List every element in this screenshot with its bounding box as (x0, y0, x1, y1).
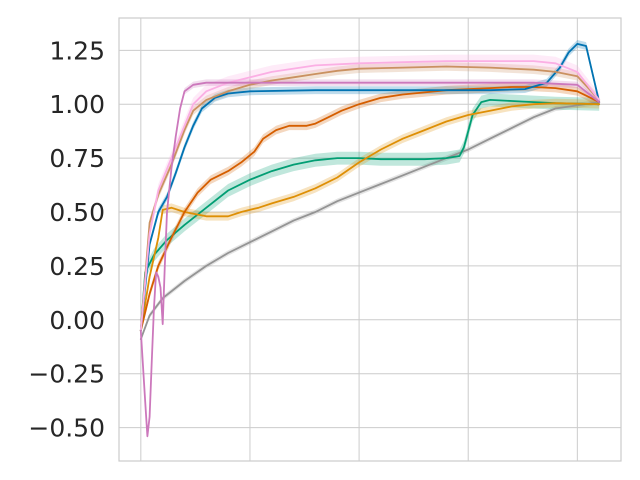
confidence-bands (140, 40, 600, 440)
series-band-7 (140, 79, 600, 440)
series-line-1 (139, 99, 601, 332)
y-tick-label: −0.25 (28, 360, 105, 389)
series-line-2 (139, 102, 601, 332)
y-tick-label: 1.25 (49, 36, 105, 65)
plot-frame (118, 17, 622, 462)
series-line-5 (139, 65, 601, 332)
y-tick-label: −0.50 (28, 414, 105, 443)
series-line-7 (139, 81, 601, 438)
y-tick-label: 1.00 (49, 90, 105, 119)
series-line-3 (139, 86, 601, 332)
y-tick-label: 0.75 (49, 144, 105, 173)
series-line-6 (139, 60, 601, 332)
y-gridlines (119, 49, 621, 429)
series-lines (139, 43, 601, 438)
y-tick-labels: −0.50 −0.25 0.00 0.25 0.50 0.75 1.00 1.25 (28, 36, 105, 442)
series-band-3 (140, 82, 600, 335)
y-tick-label: 0.25 (49, 252, 105, 281)
series-band-2 (140, 98, 600, 335)
y-tick-label: 0.00 (49, 306, 105, 335)
series-band-0 (140, 99, 600, 342)
y-tick-label: 0.50 (49, 198, 105, 227)
series-line-0 (139, 101, 601, 341)
